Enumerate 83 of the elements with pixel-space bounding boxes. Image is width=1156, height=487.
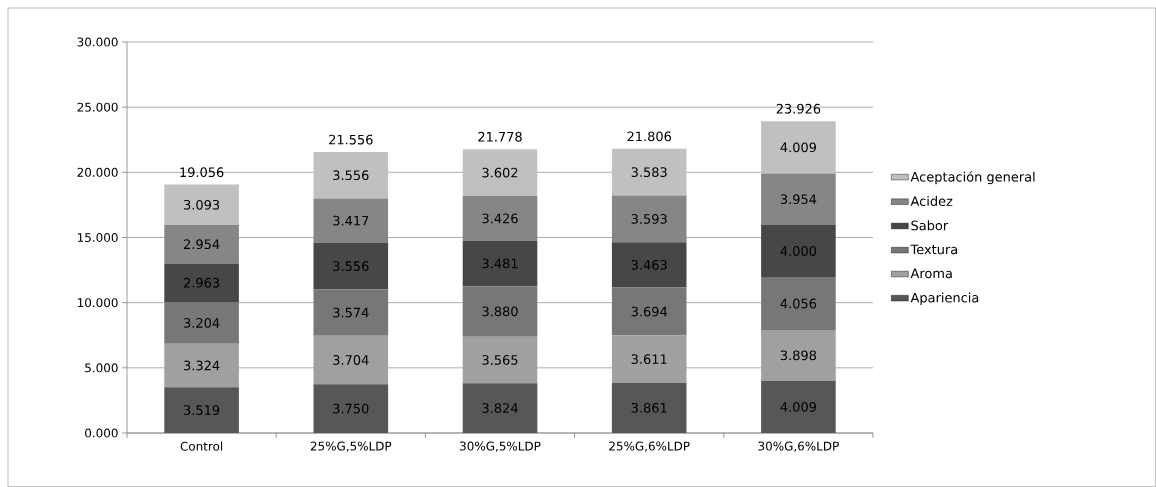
bar <box>462 383 538 433</box>
data-label: 3.417 <box>333 215 369 226</box>
data-label: 3.704 <box>333 355 369 365</box>
data-label: 3.583 <box>631 167 667 178</box>
data-label: 3.426 <box>482 213 518 224</box>
legend-label: Aceptación general <box>910 171 1035 185</box>
y-tick-label: 15.000 <box>77 232 118 243</box>
bar <box>462 149 538 197</box>
data-label: 3.204 <box>184 318 220 328</box>
bar <box>761 224 836 278</box>
y-tick-label: 30.000 <box>77 37 118 47</box>
bar <box>313 152 389 199</box>
legend-label: Textura <box>910 244 958 255</box>
bar <box>313 289 389 336</box>
bar <box>462 286 538 337</box>
data-label: 3.574 <box>333 307 369 318</box>
bar <box>313 384 389 433</box>
bar <box>164 302 239 344</box>
data-label: 4.009 <box>780 142 817 153</box>
x-tick-label: 25%G,5%LDP <box>310 441 392 452</box>
bar <box>761 277 836 330</box>
data-label: 3.611 <box>631 354 667 365</box>
total-label: 23.926 <box>776 103 821 114</box>
data-label: 3.824 <box>482 403 518 413</box>
data-label: 3.880 <box>482 306 518 317</box>
data-label: 3.556 <box>333 170 369 181</box>
bar <box>761 173 836 225</box>
bar <box>313 198 389 243</box>
bar <box>761 121 836 174</box>
bar <box>164 184 239 225</box>
data-label: 3.565 <box>482 355 518 365</box>
bar <box>164 263 239 303</box>
data-label: 3.519 <box>184 405 220 415</box>
bar <box>611 242 687 288</box>
y-tick-label: 5.000 <box>85 363 118 373</box>
data-label: 4.009 <box>780 401 817 412</box>
data-label: 3.324 <box>184 360 220 371</box>
legend-label: Apariencia <box>910 292 979 306</box>
bar <box>164 343 239 388</box>
data-label: 3.602 <box>482 167 518 178</box>
y-tick-label: 25.000 <box>77 102 118 112</box>
bar <box>164 387 239 433</box>
x-tick-label: Control <box>180 441 223 451</box>
bar <box>611 335 687 383</box>
bar <box>761 380 836 433</box>
data-label: 2.954 <box>184 239 220 250</box>
bar <box>462 196 538 241</box>
data-label: 3.556 <box>333 261 369 271</box>
y-tick-label: 20.000 <box>77 167 118 177</box>
data-label: 3.093 <box>184 199 220 210</box>
bar <box>313 242 389 290</box>
legend-label: Sabor <box>911 220 949 231</box>
total-label: 19.056 <box>180 167 224 178</box>
total-label: 21.778 <box>478 131 522 142</box>
data-label: 3.861 <box>631 402 667 413</box>
legend-label: Acidez <box>910 196 953 207</box>
data-label: 3.481 <box>482 258 518 269</box>
y-tick-label: 10.000 <box>77 298 118 308</box>
total-label: 21.556 <box>329 134 373 145</box>
bar <box>611 287 687 336</box>
bar <box>761 329 836 381</box>
data-label: 2.963 <box>184 277 220 288</box>
bar <box>164 224 239 264</box>
data-label: 3.750 <box>333 403 369 414</box>
data-label: 3.463 <box>631 260 667 270</box>
bar <box>611 148 687 196</box>
data-label: 4.056 <box>780 298 817 309</box>
bar <box>313 335 389 385</box>
data-label: 3.898 <box>780 350 817 361</box>
x-tick-label: 30%G,6%LDP <box>758 441 839 452</box>
data-label: 3.593 <box>631 214 667 224</box>
x-tick-label: 30%G,5%LDP <box>460 441 541 452</box>
bar <box>611 195 687 243</box>
data-label: 4.000 <box>780 246 817 256</box>
x-tick-label: 25%G,6%LDP <box>609 441 690 452</box>
y-tick-label: 0.000 <box>85 428 118 438</box>
total-label: 21.806 <box>627 131 672 142</box>
bar <box>462 336 538 384</box>
bar <box>462 240 538 287</box>
legend-label: Aroma <box>910 268 952 279</box>
bar <box>611 382 687 433</box>
data-label: 3.694 <box>631 306 668 317</box>
data-label: 3.954 <box>780 194 817 205</box>
